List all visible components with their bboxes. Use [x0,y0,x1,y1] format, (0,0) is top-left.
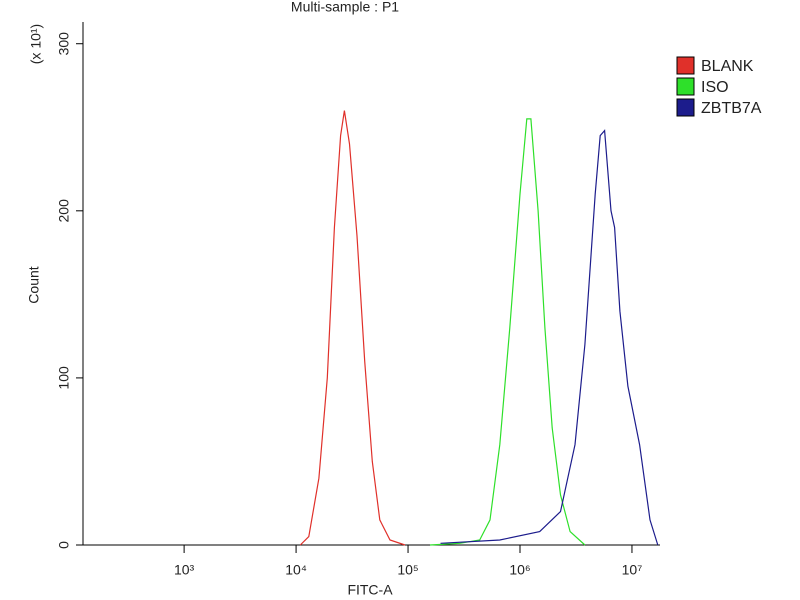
legend-label: ISO [701,79,729,96]
histogram-line [299,110,406,546]
chart-title: Multi-sample : P1 [291,0,399,15]
y-tick-label: 0 [56,541,72,549]
x-tick-label: 10⁵ [397,562,418,578]
y-tick-label: 100 [56,366,72,390]
x-tick-label: 10⁶ [509,562,530,578]
legend-label: BLANK [701,58,754,75]
legend-swatch [676,56,695,75]
y-multiplier: (x 10¹) [28,24,44,64]
legend-label: ZBTB7A [701,100,762,117]
legend-swatch [676,77,695,96]
histogram-line [440,129,659,546]
x-tick-label: 10⁴ [285,562,307,578]
y-tick-label: 300 [56,32,72,56]
x-tick-label: 10⁷ [622,562,643,578]
x-axis-label: FITC-A [347,582,393,598]
legend-swatch [676,98,695,117]
histogram-line [429,118,586,546]
y-tick-label: 200 [56,199,72,223]
y-axis-label: Count [26,266,42,303]
x-tick-label: 10³ [174,562,195,578]
